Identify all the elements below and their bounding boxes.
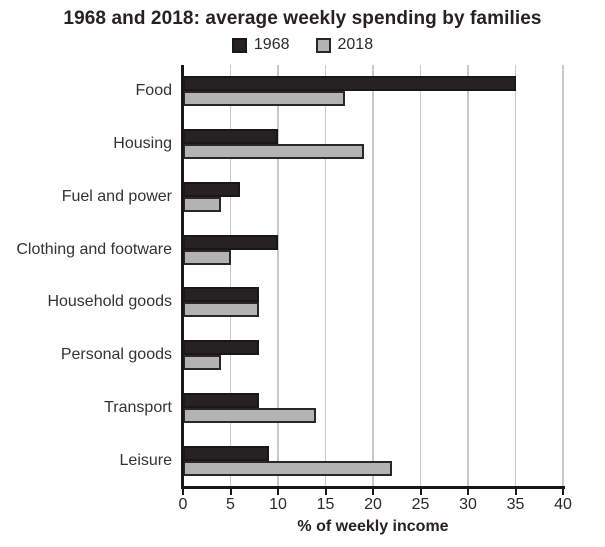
bar-1968	[183, 129, 278, 145]
bar-1968	[183, 234, 278, 250]
row-bars	[183, 276, 563, 329]
chart-row-6: Personal goods	[0, 329, 605, 382]
chart-row-1: Food	[0, 65, 605, 118]
category-label: Leisure	[119, 451, 172, 469]
x-tick-40	[562, 487, 564, 495]
bar-1968	[183, 392, 259, 408]
category-label: Personal goods	[60, 346, 172, 364]
legend-item-2018: 2018	[315, 36, 374, 54]
legend-label-2018: 2018	[337, 36, 374, 53]
chart-area: Food Housing Fuel and power Clothing and fo…	[0, 65, 605, 489]
x-tick-label-25: 25	[411, 496, 430, 513]
bar-2018	[183, 91, 345, 107]
row-bars	[183, 329, 563, 382]
y-axis-line	[181, 65, 184, 487]
x-tick-label-5: 5	[226, 496, 235, 513]
x-axis-title: % of weekly income	[297, 518, 449, 535]
legend-swatch-1968	[231, 37, 247, 53]
row-bars	[183, 65, 563, 118]
x-tick-0	[182, 487, 184, 495]
x-axis-ticks	[0, 487, 605, 496]
x-tick-20	[372, 487, 374, 495]
legend-label-1968: 1968	[253, 36, 290, 53]
x-tick-5	[229, 487, 232, 495]
x-tick-15	[324, 487, 327, 495]
gridline-10	[277, 65, 279, 487]
bar-2018	[183, 196, 221, 212]
x-tick-label-30: 30	[459, 496, 477, 513]
category-label: Housing	[113, 135, 172, 153]
bar-1968	[183, 181, 240, 197]
legend-swatch-2018	[315, 37, 331, 53]
category-label: Clothing and footware	[16, 240, 172, 258]
gridline-5	[229, 65, 232, 487]
gridline-15	[324, 65, 327, 487]
chart-row-3: Fuel and power	[0, 171, 605, 224]
x-tick-label-35: 35	[506, 496, 525, 513]
x-tick-35	[514, 487, 517, 495]
bar-2018	[183, 460, 392, 476]
row-bars	[183, 118, 563, 171]
gridline-35	[514, 65, 517, 487]
row-bars	[183, 223, 563, 276]
x-tick-label-40: 40	[554, 496, 572, 513]
gridline-20	[372, 65, 374, 487]
chart-row-8: Leisure	[0, 434, 605, 487]
row-bars	[183, 171, 563, 224]
x-tick-label-15: 15	[316, 496, 335, 513]
chart-row-4: Clothing and footware	[0, 223, 605, 276]
chart-rows: Food Housing Fuel and power Clothing and fo…	[0, 65, 605, 487]
x-tick-label-0: 0	[178, 496, 188, 513]
bar-1968	[183, 287, 259, 303]
bar-2018	[183, 302, 259, 318]
gridline-40	[562, 65, 564, 487]
x-tick-25	[419, 487, 422, 495]
chart-row-2: Housing	[0, 118, 605, 171]
legend: 1968 2018	[0, 36, 605, 54]
row-bars	[183, 382, 563, 435]
chart-row-7: Transport	[0, 382, 605, 435]
legend-item-1968: 1968	[231, 36, 290, 54]
category-label: Fuel and power	[61, 187, 172, 205]
gridline-30	[467, 65, 469, 487]
bar-2018	[183, 144, 364, 160]
gridline-25	[419, 65, 422, 487]
x-axis-line	[181, 485, 565, 489]
x-tick-30	[467, 487, 469, 495]
chart-title: 1968 and 2018: average weekly spending b…	[63, 8, 542, 29]
bar-1968	[183, 76, 516, 92]
category-label: Food	[135, 82, 172, 100]
bar-1968	[183, 445, 269, 461]
chart-row-5: Household goods	[0, 276, 605, 329]
category-label: Household goods	[47, 293, 172, 311]
bar-2018	[183, 407, 316, 423]
x-tick-label-10: 10	[269, 496, 287, 513]
bar-2018	[183, 249, 231, 265]
bar-2018	[183, 355, 221, 371]
x-tick-label-20: 20	[364, 496, 382, 513]
category-label: Transport	[104, 398, 172, 416]
x-axis-tick-labels: 0 5 10 15 20 25 30 35 40	[0, 496, 605, 514]
row-bars	[183, 434, 563, 487]
x-tick-10	[277, 487, 279, 495]
bar-1968	[183, 340, 259, 356]
